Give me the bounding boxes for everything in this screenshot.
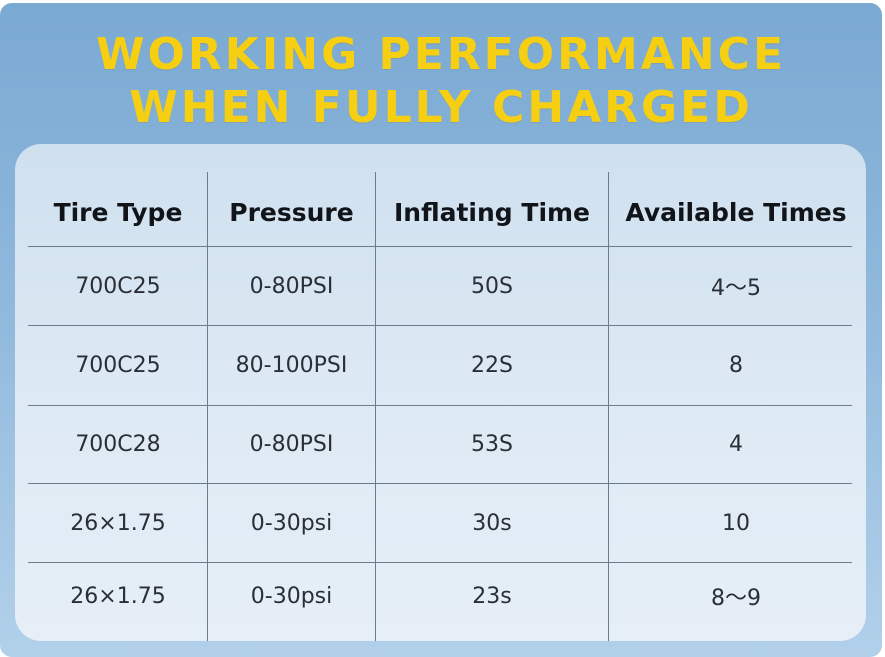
cell-available-times: 8 [729, 353, 743, 378]
row-divider [28, 246, 852, 247]
infographic-card: WORKING PERFORMANCE WHEN FULLY CHARGED T… [0, 3, 882, 657]
cell-pressure: 0-30psi [250, 510, 333, 536]
row-divider [28, 562, 852, 563]
performance-table: Tire Type Pressure Inflating Time Availa… [15, 144, 866, 641]
header-inflating-time: Inflating Time [393, 197, 591, 227]
row-divider [28, 483, 852, 484]
cell-available-times: 4 [729, 432, 743, 457]
row-divider [28, 325, 852, 326]
cell-pressure: 0-30psi [250, 583, 333, 609]
title-line-1: WORKING PERFORMANCE [95, 29, 787, 80]
cell-tire-type: 700C28 [75, 432, 161, 457]
title-line-2: WHEN FULLY CHARGED [129, 82, 753, 133]
cell-inflating-time: 50S [471, 273, 513, 299]
cell-inflating-time: 22S [471, 353, 513, 378]
header-tire-type: Tire Type [53, 197, 183, 227]
cell-inflating-time: 53S [471, 432, 513, 457]
header-available-times: Available Times [625, 197, 847, 227]
column-divider [608, 172, 609, 641]
cell-tire-type: 700C25 [75, 353, 161, 378]
column-divider [207, 172, 208, 641]
cell-tire-type: 26×1.75 [70, 583, 166, 609]
cell-inflating-time: 23s [472, 583, 512, 609]
row-divider [28, 405, 852, 406]
cell-available-times: 4～5 [711, 276, 761, 301]
cell-pressure: 80-100PSI [235, 353, 348, 378]
cell-tire-type: 26×1.75 [70, 510, 166, 536]
cell-pressure: 0-80PSI [249, 273, 334, 299]
column-divider [375, 172, 376, 641]
cell-inflating-time: 30s [472, 510, 512, 536]
cell-available-times: 8～9 [711, 586, 761, 611]
cell-tire-type: 700C25 [75, 273, 161, 299]
cell-available-times: 10 [722, 510, 750, 536]
header-pressure: Pressure [229, 197, 354, 227]
cell-pressure: 0-80PSI [249, 432, 334, 457]
